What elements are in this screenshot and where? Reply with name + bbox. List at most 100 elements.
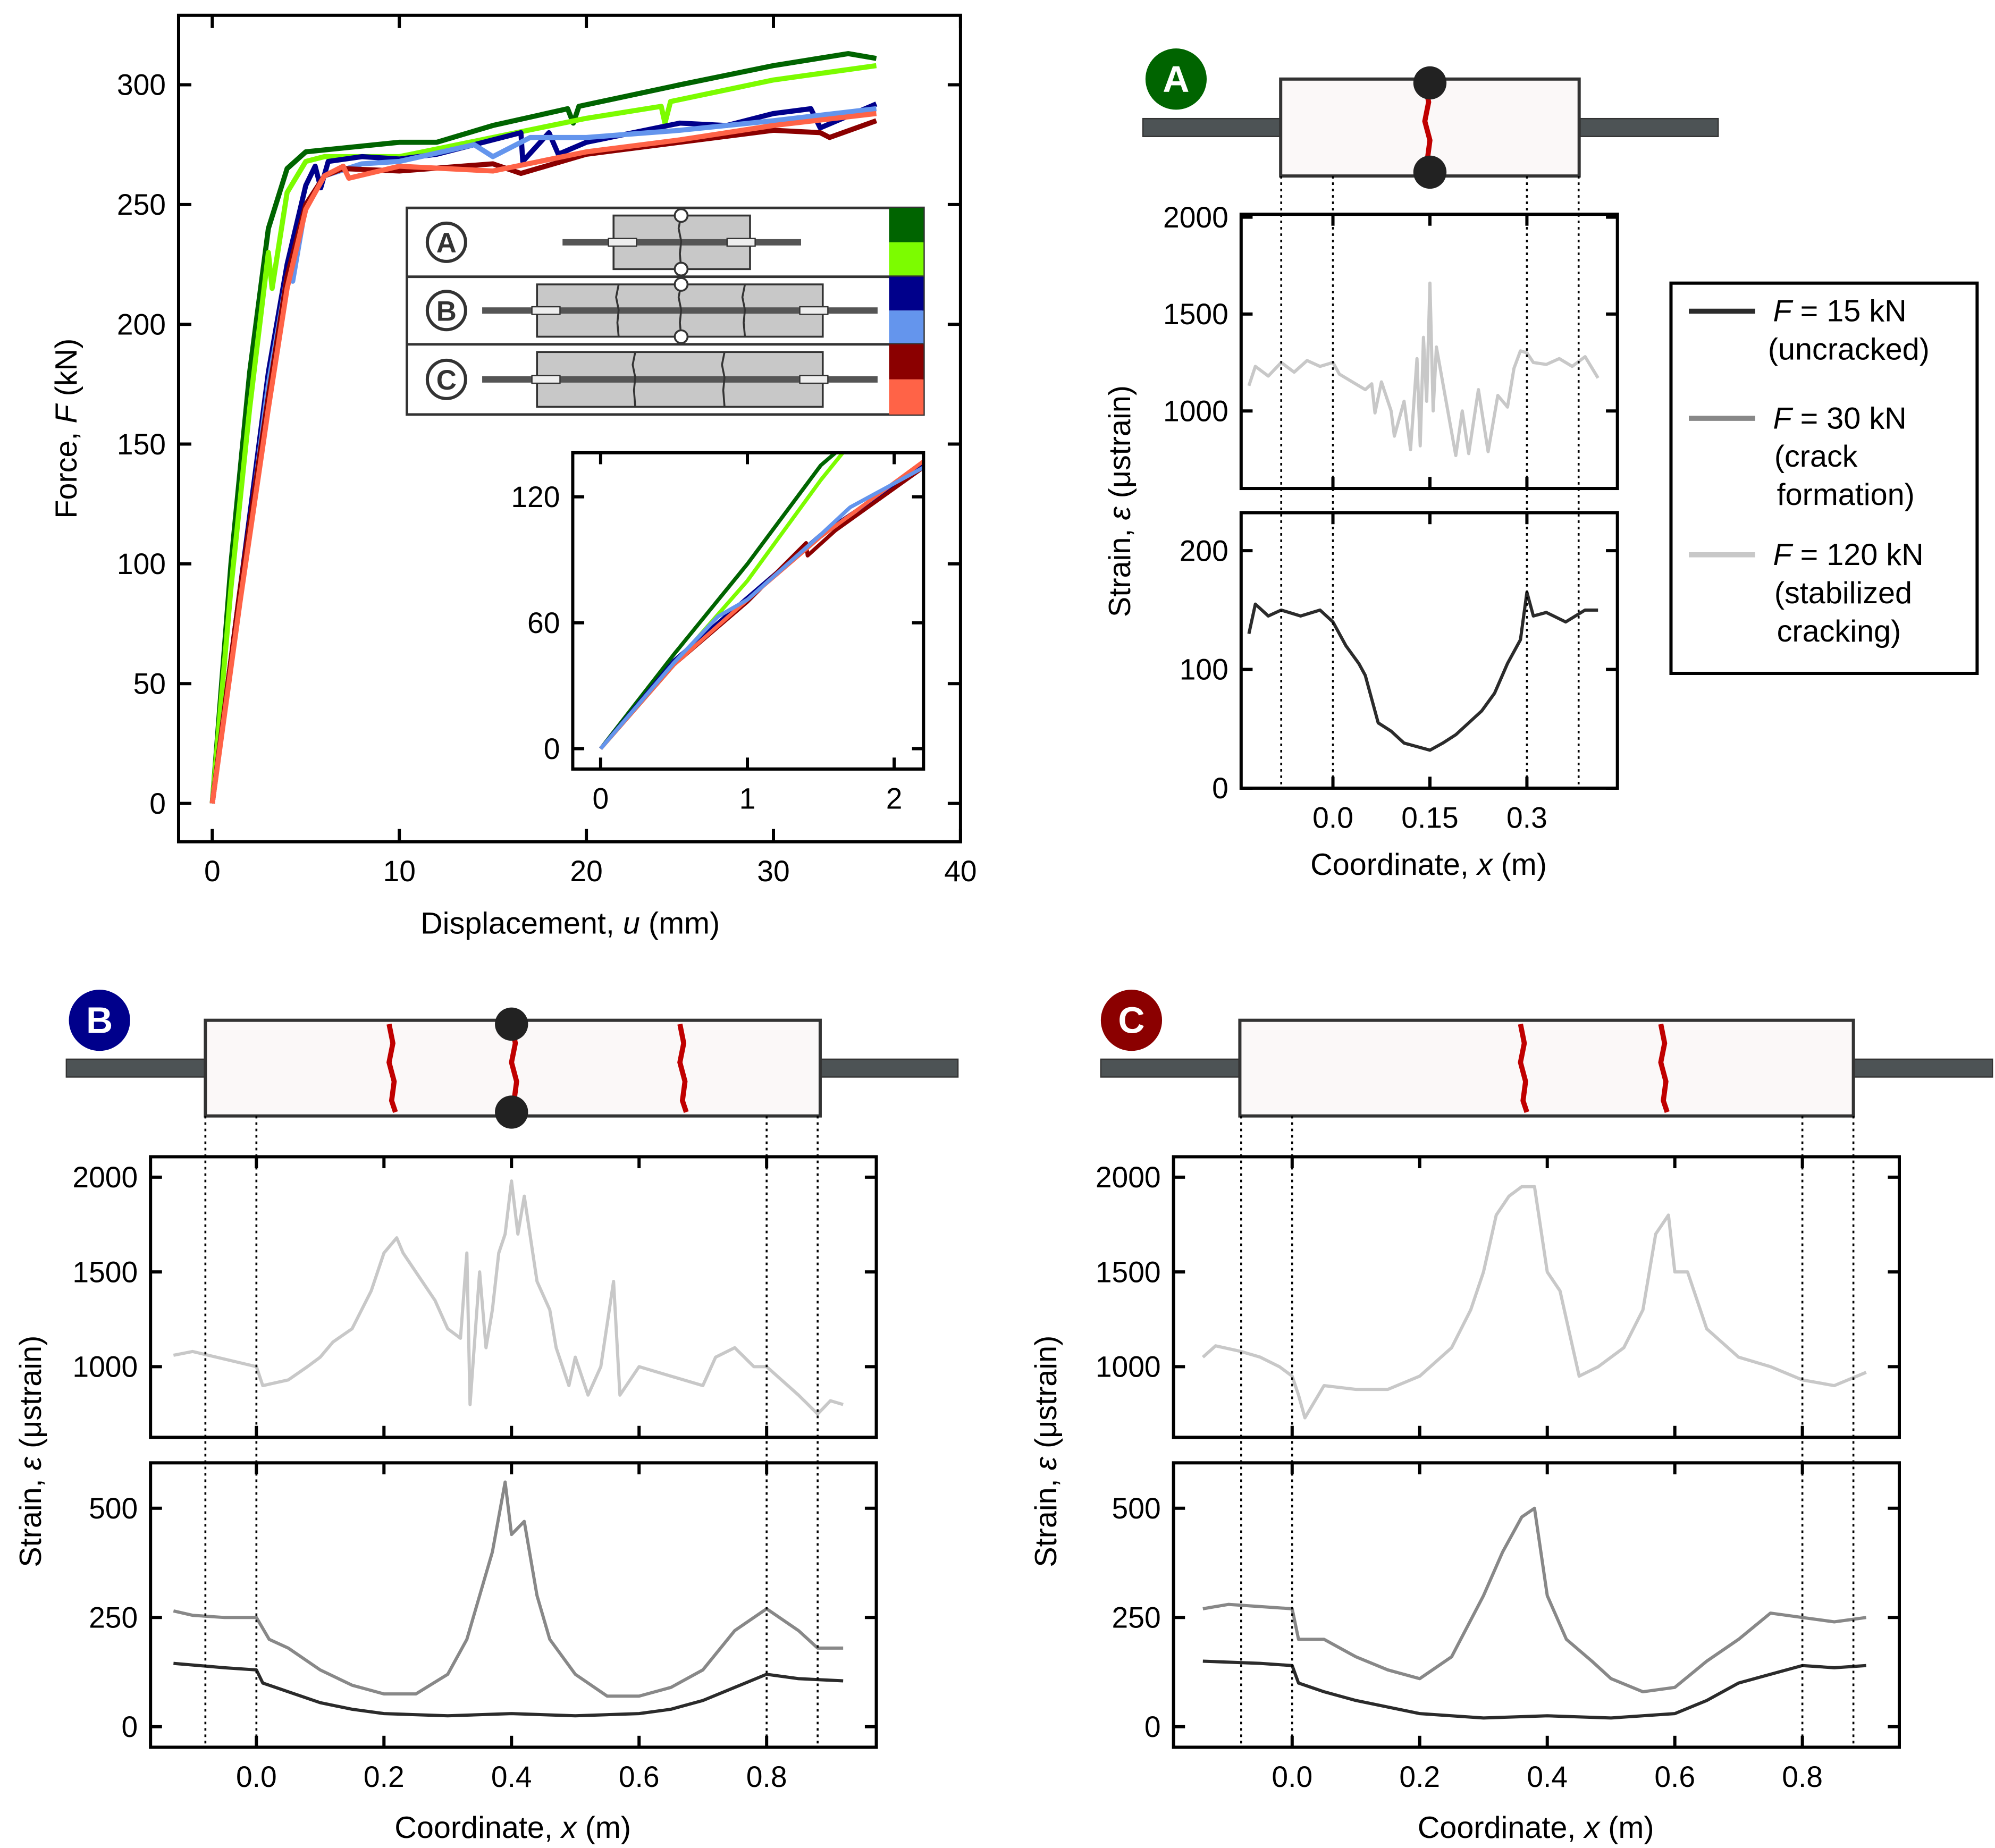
y-tick-label: 100 (1180, 653, 1228, 686)
legend-note: cracking) (1777, 614, 1901, 648)
series-line-F-120-kN (1247, 281, 1600, 458)
notch (1413, 66, 1447, 100)
crack (632, 351, 636, 407)
y-tick-label: 0 (544, 732, 560, 765)
axes-frame (176, 13, 962, 843)
axes-frame (149, 1461, 878, 1749)
legend-swatch (889, 310, 924, 344)
badge-label: B (86, 1000, 113, 1041)
legend-badge-label: B (436, 296, 457, 327)
y-tick-label: 500 (1112, 1492, 1161, 1525)
legend-load: F = 120 kN (1773, 538, 1923, 572)
series-group (599, 452, 924, 750)
x-tick-label: 0.4 (491, 1760, 532, 1793)
legend-row-B: B (407, 275, 924, 344)
y-tick-label: 60 (527, 606, 560, 639)
x-axis-label-C-unit: (m) (1600, 1811, 1654, 1845)
axes-frame (149, 1155, 878, 1439)
x-tick-label: 0.4 (1527, 1760, 1568, 1793)
y-tick-label: 0 (1144, 1710, 1161, 1743)
y-tick-label: 1000 (72, 1351, 138, 1383)
crack (615, 284, 620, 337)
y-axis-label-text: Force, (49, 424, 83, 519)
notch (674, 261, 689, 277)
x-tick-label: 0.2 (364, 1760, 405, 1793)
plot-A-lower: 0.0 0.15 0.3 0 100 200 (1180, 511, 1619, 834)
legend-note: formation) (1777, 478, 1915, 512)
series-group (1247, 281, 1600, 458)
notch (674, 208, 689, 223)
y-tick-label: 500 (89, 1492, 138, 1525)
plot-C-upper: 1000 1500 2000 (1096, 1155, 1901, 1439)
x-tick-label: 0.8 (746, 1760, 787, 1793)
axes-frame (1172, 1155, 1901, 1439)
y-axis-label-C-var: ε (1029, 1456, 1063, 1470)
x-tick-label: 40 (944, 855, 977, 888)
x-axis-label-A: Coordinate, x (m) (1310, 848, 1547, 882)
x-axis-label-B-var: x (560, 1811, 578, 1845)
legend-note: (crack (1774, 440, 1858, 474)
x-tick-label: 0.0 (236, 1760, 277, 1793)
legend-note: (stabilized (1774, 576, 1912, 610)
series-line-A-1 (599, 452, 837, 750)
badge-label: C (1118, 1000, 1144, 1041)
dfos-crack-image-B (65, 1007, 959, 1129)
x-tick-label: 0.3 (1506, 801, 1547, 834)
y-tick-label: 1500 (1163, 298, 1228, 331)
legend-frame (1669, 281, 1979, 675)
notch (674, 277, 689, 292)
y-tick-label: 1500 (1096, 1255, 1161, 1288)
panel-badge-B: B (69, 990, 130, 1051)
series-line-F-30-kN (1202, 1506, 1867, 1694)
y-tick-label: 0 (149, 787, 166, 820)
panel-badge-A: A (1145, 48, 1207, 110)
y-axis-label-A-unit: (μstrain) (1103, 385, 1137, 507)
crack (1658, 1023, 1670, 1113)
series-group (1247, 590, 1598, 752)
anchor (799, 375, 829, 384)
panel-badge-C: C (1100, 990, 1163, 1051)
legend-swatch (889, 344, 924, 379)
x-tick-label: 0 (593, 782, 609, 815)
x-tick-label: 0.15 (1401, 801, 1458, 834)
series-line-C-2 (209, 111, 877, 804)
legend-value: = 15 kN (1792, 294, 1907, 328)
plot-C-lower: 0.0 0.2 0.4 0.6 0.8 0 250 500 (1112, 1461, 1901, 1793)
legend-swatch (889, 208, 924, 242)
x-tick-label: 0.0 (1312, 801, 1353, 834)
y-axis-label-var: F (49, 403, 83, 424)
x-axis-label-C-text: Coordinate, (1418, 1811, 1585, 1845)
anchor (531, 306, 561, 315)
y-tick-label: 200 (117, 308, 166, 341)
series-line-A-1 (209, 51, 877, 804)
anchor (531, 375, 561, 384)
crack (721, 351, 726, 407)
y-tick-label: 50 (133, 667, 166, 700)
crack (386, 1023, 398, 1113)
x-tick-label: 0 (204, 855, 221, 888)
strain-map (1238, 1018, 1855, 1118)
plot-background (150, 1463, 877, 1748)
y-tick-label: 100 (117, 547, 166, 580)
crack (677, 284, 683, 337)
x-axis-label-C-var: x (1582, 1811, 1601, 1845)
legend-load: F = 15 kN (1773, 294, 1906, 328)
y-axis-label-C-unit: (μstrain) (1029, 1336, 1063, 1457)
notch (674, 329, 689, 344)
y-tick-label: 2000 (1163, 201, 1228, 234)
y-axis-label-C-text: Strain, (1029, 1470, 1063, 1567)
x-tick-label: 20 (570, 855, 602, 888)
plot-A-upper: 1000 1500 2000 (1163, 201, 1619, 491)
y-tick-label: 1000 (1163, 394, 1228, 427)
y-tick-label: 250 (89, 1601, 138, 1634)
y-axis-label: Force, F (kN) (49, 339, 83, 519)
badge-circle (1145, 48, 1207, 110)
y-axis-label-unit: (kN) (49, 339, 83, 405)
legend-row-C: C (407, 343, 924, 415)
y-axis-label-C: Strain, ε (μstrain) (1029, 1336, 1063, 1567)
legend-note: (uncracked) (1768, 333, 1930, 367)
series-line-F-120-kN (1201, 1185, 1867, 1420)
series-line-F-15-kN (1247, 590, 1598, 752)
x-axis-label-C: Coordinate, x (m) (1418, 1811, 1654, 1845)
